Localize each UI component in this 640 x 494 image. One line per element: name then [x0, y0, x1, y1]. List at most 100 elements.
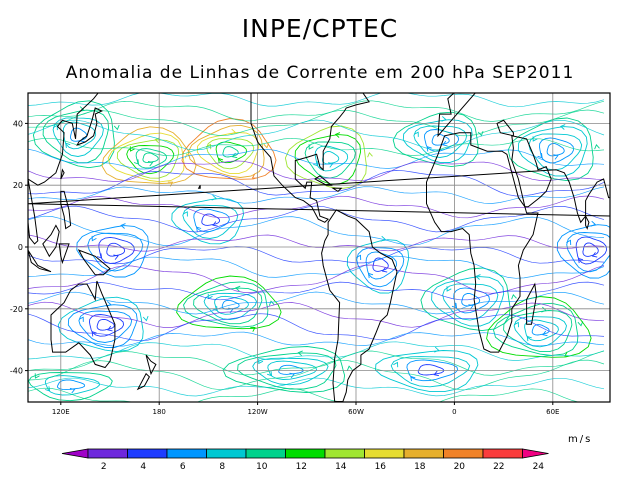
streamline — [44, 375, 101, 396]
colorbar-label: 8 — [219, 462, 225, 472]
streamline — [524, 319, 559, 342]
colorbar-swatch — [324, 448, 365, 459]
streamline-arrow — [147, 160, 154, 167]
streamline-arrow — [196, 226, 202, 232]
hawaii-outline — [197, 184, 201, 189]
colorbar-label: 18 — [414, 462, 426, 472]
streamline-arrow — [258, 358, 264, 365]
africa-outline — [426, 132, 539, 353]
anatolia-outline — [496, 119, 514, 137]
streamline-arrow — [433, 370, 439, 377]
lat-lon-grid — [28, 93, 610, 402]
streamline — [28, 264, 605, 294]
streamline — [28, 246, 605, 265]
streamline — [28, 255, 605, 279]
south-america-outline — [321, 209, 398, 402]
streamline — [187, 124, 265, 178]
streamline — [546, 143, 565, 157]
streamline-arrow — [541, 306, 547, 313]
continent-outlines — [28, 93, 610, 402]
streamline-arrow — [69, 387, 76, 394]
streamline-arrow — [297, 350, 303, 357]
streamline — [28, 301, 605, 328]
streamline — [222, 346, 346, 393]
streamline-arrow — [206, 143, 212, 150]
streamline — [78, 310, 133, 343]
colorbar-swatch — [127, 448, 168, 459]
streamline-arrow — [313, 160, 319, 167]
colorbar-label: 10 — [256, 462, 268, 472]
colorbar-label: 20 — [454, 462, 466, 472]
streamline-arrow — [475, 274, 481, 280]
streamline — [142, 152, 159, 164]
streamlines-layer — [28, 93, 610, 402]
streamline — [575, 236, 608, 265]
streamline — [346, 239, 410, 294]
streamline-arrow — [263, 143, 270, 149]
streamline-arrow — [441, 116, 447, 122]
streamline-arrow — [217, 157, 224, 164]
streamline-arrow — [526, 335, 532, 342]
streamline — [193, 208, 230, 233]
streamline — [375, 350, 479, 393]
streamline-arrow — [442, 140, 448, 147]
asia-coast — [28, 93, 99, 186]
nz-north-outline — [145, 354, 157, 376]
colorbar-swatch — [403, 448, 444, 459]
streamline-arrow — [251, 173, 258, 179]
streamline — [28, 186, 605, 204]
colorbar-label: 12 — [296, 462, 307, 472]
lon-tick-label: 60W — [348, 408, 364, 416]
streamline — [181, 118, 277, 180]
colorbar-label: 24 — [533, 462, 545, 472]
streamline-arrow — [393, 361, 399, 368]
streamline — [28, 100, 605, 122]
streamline — [28, 377, 605, 397]
streamline-arrow — [52, 124, 58, 131]
japan-outline — [76, 107, 103, 146]
streamline — [417, 364, 445, 376]
streamline-arrow — [234, 285, 241, 292]
streamline-arrow — [434, 346, 440, 353]
map-subtitle: Anomalia de Linhas de Corrente em 200 hP… — [65, 63, 575, 83]
colorbar-label: 2 — [101, 462, 107, 472]
colorbar-swatch — [443, 448, 484, 459]
streamline-arrow — [367, 151, 373, 158]
streamline — [390, 356, 471, 388]
asia-outline — [28, 93, 39, 245]
streamline-arrow — [380, 235, 387, 242]
taiwan-outline — [60, 168, 65, 180]
colorbar-swatch — [364, 448, 405, 459]
lon-tick-label: 120E — [52, 408, 70, 416]
streamline-arrow — [413, 131, 419, 137]
streamline-map: 40 20 0 -20 -40 120E 180 120W 60W 0 60E — [10, 92, 611, 416]
streamline-arrow — [590, 220, 597, 227]
streamline-arrow — [230, 128, 237, 135]
longitude-labels: 120E 180 120W 60W 0 60E — [52, 402, 559, 416]
map-title: INPE/CPTEC — [241, 14, 399, 43]
colorbar-swatch — [285, 448, 326, 459]
streamline — [32, 100, 115, 169]
lon-tick-label: 60E — [546, 408, 559, 416]
streamline-arrow — [542, 330, 548, 337]
streamline — [392, 111, 479, 168]
streamline — [203, 292, 257, 320]
streamline — [52, 117, 104, 157]
streamline — [135, 148, 168, 169]
colorbar-label: 22 — [493, 462, 504, 472]
streamline-arrow — [468, 304, 474, 310]
streamline — [28, 137, 605, 157]
streamline-arrow — [266, 370, 273, 377]
streamline — [28, 215, 605, 246]
streamline-arrow — [537, 152, 543, 159]
colorbar-swatch — [206, 448, 247, 459]
streamline-arrow — [211, 194, 217, 201]
streamline-arrow — [566, 239, 572, 246]
nz-south-outline — [136, 372, 151, 391]
streamline-arrow — [34, 373, 40, 379]
lat-tick-label: -20 — [10, 305, 23, 314]
sulawesi-outline — [58, 243, 70, 265]
streamline-arrow — [91, 331, 97, 337]
streamline — [28, 313, 605, 342]
streamline-arrow — [559, 124, 566, 130]
